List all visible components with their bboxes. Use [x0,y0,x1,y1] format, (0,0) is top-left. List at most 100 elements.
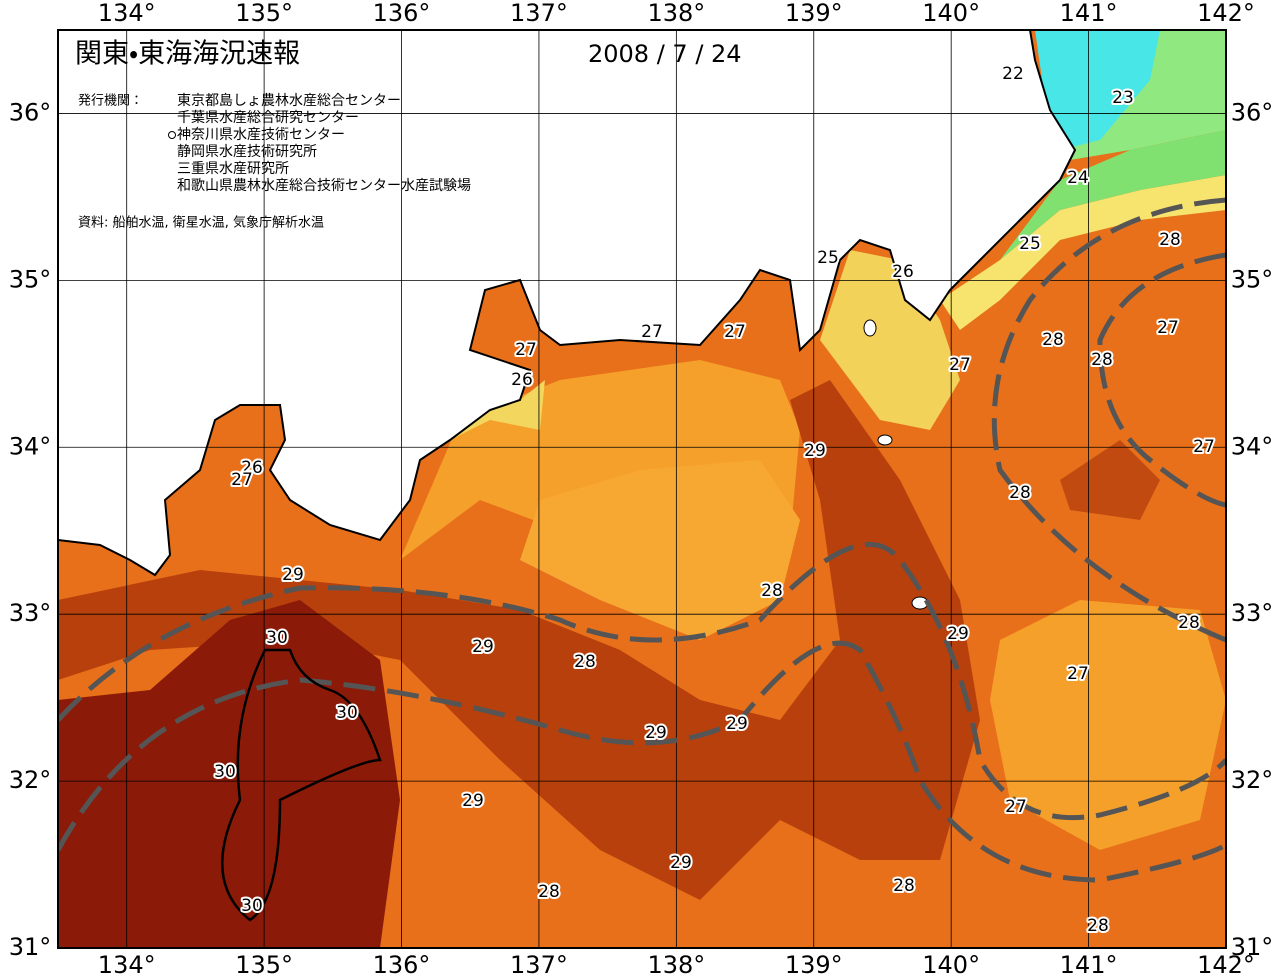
contour-label: 30 [266,628,288,648]
date: 2008 / 7 / 24 [588,40,742,68]
graticule [58,30,1226,948]
longitude-label: 135° [235,0,293,27]
publisher: 千葉県水産総合研究センター [177,109,359,126]
contour-label: 27 [641,322,663,342]
kuroshio-north [58,541,1226,821]
contour-label: 30 [241,896,263,916]
sea-surface [58,30,1226,948]
longitude-label: 140° [922,0,980,27]
longitude-label: 137° [510,0,568,27]
sst-27 [990,600,1226,850]
latitude-label: 32° [9,766,52,794]
latitude-label: 31° [9,933,52,961]
contour-label: 28 [1091,350,1113,370]
longitude-label: 138° [647,0,705,27]
latitude-label: 33° [9,599,52,627]
contour-label: 29 [472,637,494,657]
contour-label: 29 [282,565,304,585]
kuroshio-axis [58,197,1226,883]
longitude-label: 138° [647,951,705,979]
contour-label: 26 [511,370,533,390]
contour-label: 28 [1159,230,1181,250]
sst-29 [58,380,980,900]
contour-label: 28 [893,876,915,896]
contour-label: 29 [726,714,748,734]
contour-label: 27 [231,470,253,490]
contour-label: 22 [1002,64,1024,84]
contour-label: 28 [1087,916,1109,936]
contour-label: 29 [947,624,969,644]
longitude-label: 142° [1197,0,1255,27]
sst-30 [58,600,400,948]
contour-label: 27 [515,340,537,360]
longitude-label: 142° [1197,951,1255,979]
longitude-label: 141° [1060,0,1118,27]
contour-label: 28 [1178,613,1200,633]
contour-label: 27 [1193,437,1215,457]
contour-label: 27 [1157,318,1179,338]
longitude-label: 137° [510,951,568,979]
latitude-label: 32° [1231,766,1274,794]
publisher-marker [168,131,176,139]
island [863,319,877,337]
latitude-label: 35° [1231,265,1274,293]
sst-26 [820,250,960,430]
contour-label: 28 [574,652,596,672]
contour-label: 28 [538,882,560,902]
longitude-label: 140° [922,951,980,979]
contour-label: 27 [1005,797,1027,817]
contour-label: 26 [241,458,263,478]
publisher-label: 発行機関： [78,94,143,109]
longitude-label: 134° [98,0,156,27]
latitude-label: 31° [1231,933,1274,961]
source: 資料: 船舶水温, 衛星水温, 気象庁解析水温 [78,215,324,231]
contour-label: 24 [1067,168,1089,188]
sst-24 [1000,130,1226,260]
sst-22 [1035,30,1160,150]
contour-label: 29 [645,723,667,743]
latitude-label: 33° [1231,599,1274,627]
contour-label: 28 [761,581,783,601]
longitude-label: 139° [785,0,843,27]
publisher: 三重県水産研究所 [177,160,289,177]
latitude-label: 34° [1231,432,1274,460]
contour-label: 25 [817,248,839,268]
contour-label: 30 [214,762,236,782]
latitude-label: 36° [1231,98,1274,126]
contour-label: 28 [1009,483,1031,503]
contour-label: 23 [1112,88,1134,108]
longitude-label: 136° [373,951,431,979]
contour-label: 30 [336,703,358,723]
contour-label: 25 [1019,234,1041,254]
sst-27 [520,460,800,640]
kuroshio-south [58,640,1226,883]
contour-label: 27 [724,322,746,342]
contour-label: 26 [892,262,914,282]
publisher: 和歌山県農林水産総合技術センター水産試験場 [177,178,471,194]
contour-label: 27 [949,355,971,375]
longitude-label: 139° [785,951,843,979]
contour-label: 29 [462,791,484,811]
publisher: 神奈川県水産技術センター [177,127,345,143]
contour-30 [221,648,382,922]
land [58,30,1077,577]
publisher: 東京都島しょ農林水産総合センター [177,93,401,109]
latitude-label: 36° [9,98,52,126]
contour-label: 29 [670,853,692,873]
map-frame [57,29,1227,949]
eddy-edge [991,197,1226,643]
contour-label: 27 [1067,664,1089,684]
latitude-label: 34° [9,432,52,460]
longitude-label: 141° [1060,951,1118,979]
latitude-label: 35° [9,265,52,293]
title: 関東・東海海況速報 [75,39,300,70]
longitude-label: 135° [235,951,293,979]
sst-29 [1060,440,1160,520]
publisher: 静岡県水産技術研究所 [177,143,317,160]
contour-label: 29 [804,441,826,461]
longitude-label: 134° [98,951,156,979]
contour-label: 28 [1042,330,1064,350]
